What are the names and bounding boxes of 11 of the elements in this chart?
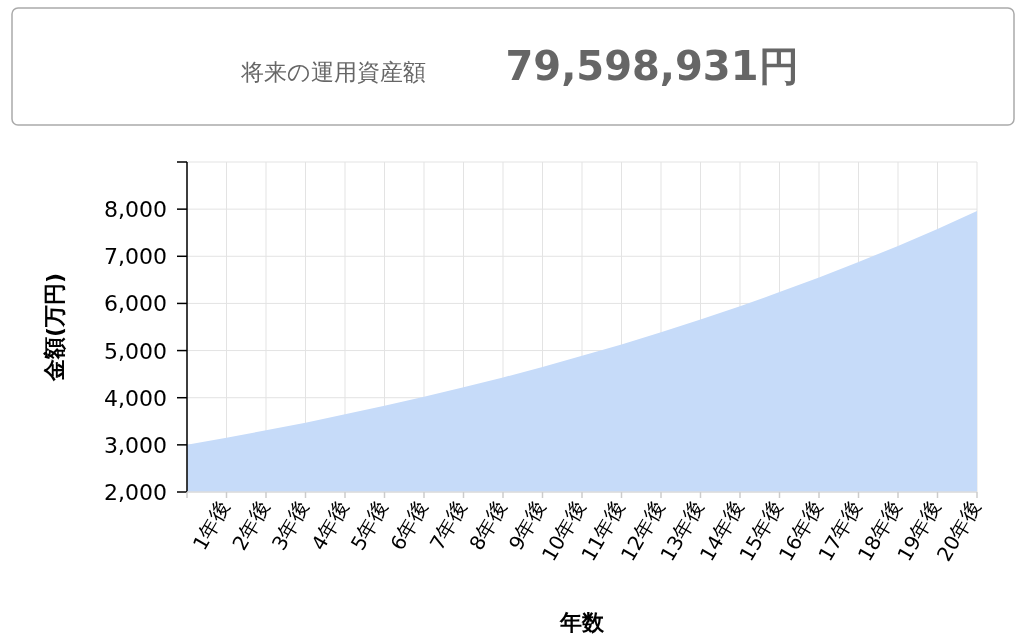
y-tick-label: 5,000 — [104, 338, 167, 364]
x-axis-title: 年数 — [559, 610, 605, 635]
chart-subtitle: 79,598,931円 — [505, 43, 799, 89]
y-tick-label: 2,000 — [104, 480, 167, 505]
y-tick-label: 4,000 — [104, 385, 167, 411]
y-tick-label: 6,000 — [104, 291, 167, 317]
y-tick-label: 8,000 — [104, 197, 167, 223]
y-tick-label: 3,000 — [104, 432, 167, 458]
y-tick-label: 7,000 — [104, 244, 167, 270]
chart-title: 将来の運用資産額 — [239, 59, 426, 85]
y-axis-title: 金額(万円) — [42, 272, 67, 383]
